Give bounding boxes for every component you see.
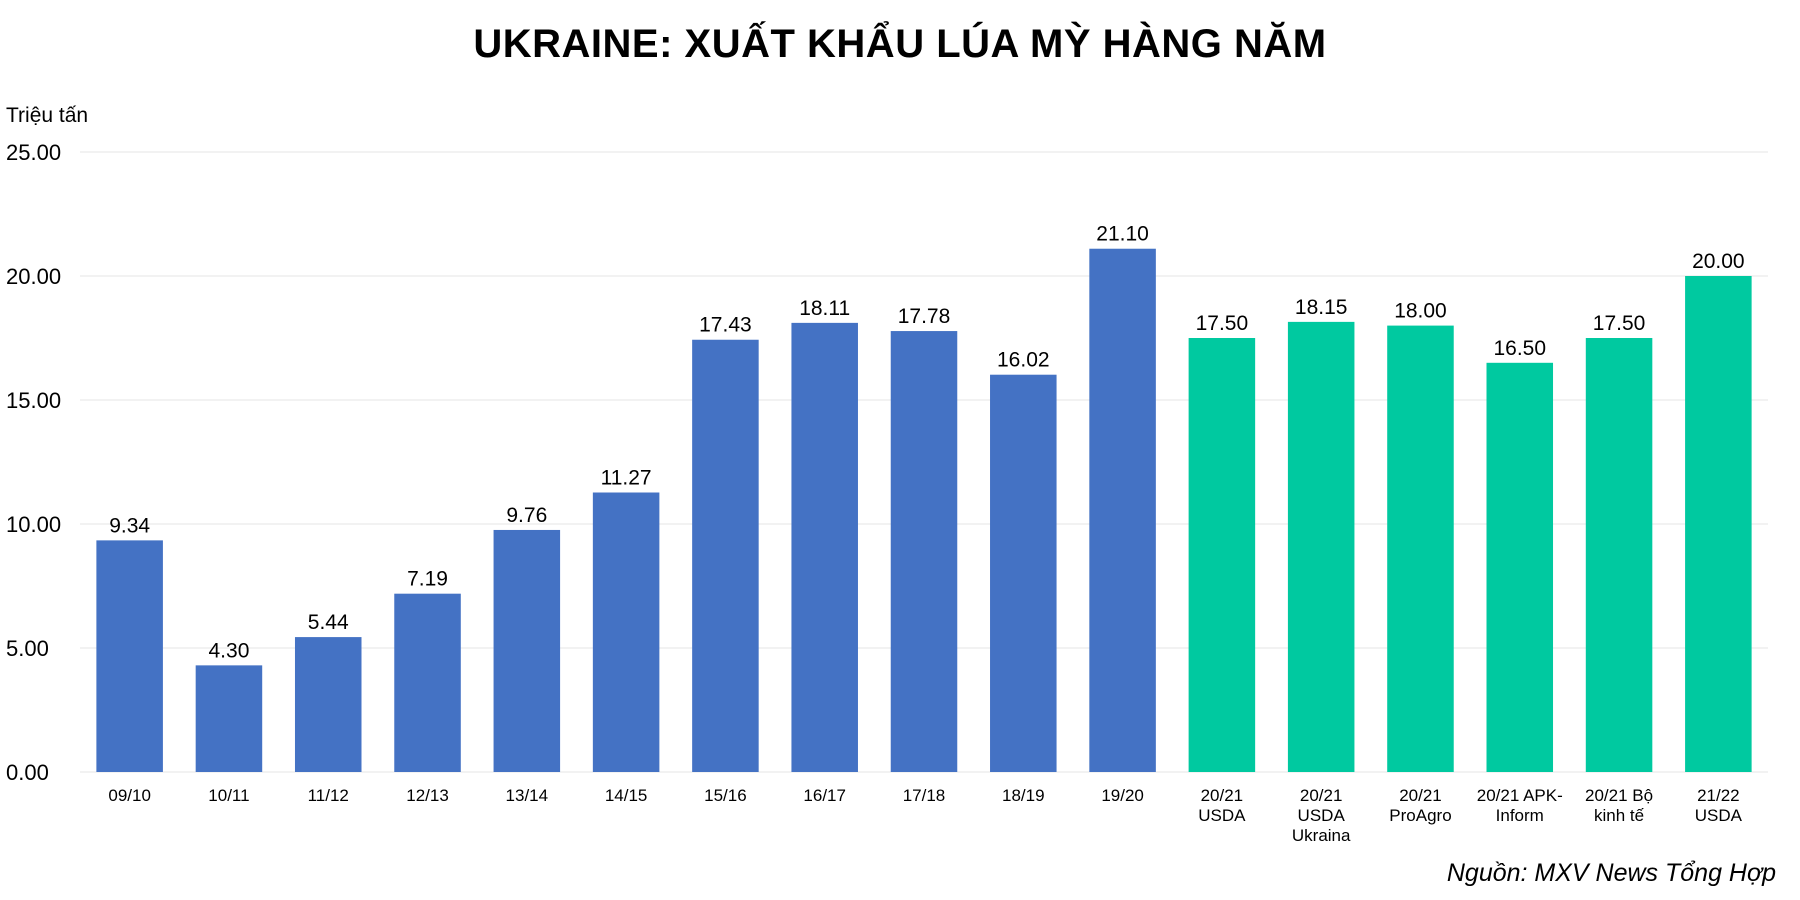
data-labels: 9.34 4.30 5.44 7.19 9.76 11.27 17.43 18.11 17.78…	[109, 223, 1744, 663]
data-label: 17.50	[1593, 312, 1646, 335]
data-label: 17.43	[699, 314, 752, 337]
bar	[493, 529, 561, 772]
x-tick-label-line: 20/21 Bộ	[1585, 786, 1653, 805]
x-axis-categories: 09/10 10/11 11/12 12/13 13/14 14/15 15/16 16/17…	[108, 786, 1742, 845]
bar	[1685, 276, 1752, 772]
x-tick-label-line: 12/13	[406, 786, 449, 805]
x-tick-label: 18/19	[1002, 786, 1045, 805]
data-label: 17.50	[1196, 312, 1249, 335]
bar	[1287, 321, 1355, 772]
x-tick-label: 13/14	[506, 786, 549, 805]
bar	[592, 492, 660, 772]
bar	[394, 593, 461, 772]
x-tick-label-line: 16/17	[803, 786, 846, 805]
x-tick-label-line: 10/11	[208, 786, 249, 805]
chart-title: UKRAINE: XUẤT KHẨU LÚA MỲ HÀNG NĂM	[473, 22, 1327, 66]
x-tick-label-line: USDA	[1298, 806, 1346, 825]
y-axis-ticks: 0.00 5.00 10.00 15.00 20.00 25.00	[6, 140, 61, 785]
data-label: 16.50	[1493, 337, 1546, 360]
bar	[195, 665, 263, 772]
x-tick-label-line: 13/14	[506, 786, 549, 805]
x-tick-label-line: kinh tế	[1594, 806, 1645, 825]
x-tick-label-line: Inform	[1496, 806, 1544, 825]
y-axis-unit-label: Triệu tấn	[6, 104, 89, 127]
data-label: 9.76	[506, 504, 547, 527]
y-tick-label: 15.00	[6, 388, 61, 413]
x-tick-label: 16/17	[803, 786, 846, 805]
bar	[1387, 325, 1454, 772]
x-tick-label: 20/21 USDA	[1198, 786, 1246, 825]
y-tick-label: 10.00	[6, 512, 61, 537]
y-tick-label: 20.00	[6, 264, 61, 289]
x-tick-label: 14/15	[605, 786, 648, 805]
y-tick-label: 5.00	[6, 636, 49, 661]
x-tick-label-line: 21/22	[1697, 786, 1740, 805]
x-tick-label: 20/21 APK-Inform	[1477, 786, 1563, 825]
x-tick-label-line: 20/21	[1300, 786, 1343, 805]
data-label: 17.78	[898, 305, 951, 328]
bar	[990, 374, 1057, 772]
x-tick-label-line: 15/16	[704, 786, 747, 805]
x-tick-label: 20/21 USDA Ukraina	[1292, 786, 1351, 845]
data-label: 21.10	[1096, 223, 1149, 246]
data-label: 20.00	[1692, 250, 1745, 273]
y-tick-label: 25.00	[6, 140, 61, 165]
x-tick-label: 11/12	[308, 786, 349, 805]
x-tick-label-line: 18/19	[1002, 786, 1045, 805]
bar	[1089, 248, 1156, 773]
x-tick-label: 09/10	[108, 786, 151, 805]
x-tick-label: 20/21 Bộ kinh tế	[1585, 786, 1653, 825]
x-tick-label: 12/13	[406, 786, 449, 805]
x-tick-label: 10/11	[208, 786, 249, 805]
x-tick-label-line: 14/15	[605, 786, 648, 805]
x-tick-label-line: Ukraina	[1292, 826, 1351, 845]
x-tick-label: 17/18	[903, 786, 946, 805]
x-tick-label: 21/22 USDA	[1695, 786, 1743, 825]
data-label: 5.44	[308, 611, 349, 634]
x-tick-label-line: 19/20	[1101, 786, 1144, 805]
data-label: 16.02	[997, 349, 1050, 372]
bar	[1188, 338, 1256, 772]
data-label: 7.19	[407, 568, 448, 591]
bar	[692, 339, 759, 772]
y-tick-label: 0.00	[6, 760, 49, 785]
x-tick-label-line: 11/12	[308, 786, 349, 805]
x-tick-label-line: 17/18	[903, 786, 946, 805]
bar	[96, 540, 163, 772]
bar	[791, 322, 858, 772]
data-label: 9.34	[109, 514, 150, 537]
source-note: Nguồn: MXV News Tổng Hợp	[1446, 859, 1776, 887]
bar	[1486, 362, 1554, 772]
x-tick-label-line: 20/21 APK-	[1477, 786, 1563, 805]
x-tick-label-line: 09/10	[108, 786, 151, 805]
x-tick-label: 15/16	[704, 786, 747, 805]
x-tick-label-line: USDA	[1695, 806, 1743, 825]
data-label: 11.27	[601, 467, 652, 490]
x-tick-label: 20/21 ProAgro	[1389, 786, 1451, 825]
x-tick-label-line: USDA	[1198, 806, 1246, 825]
data-label: 4.30	[209, 639, 250, 662]
data-label: 18.00	[1394, 300, 1447, 323]
data-label: 18.15	[1295, 296, 1348, 319]
x-tick-label-line: 20/21	[1201, 786, 1244, 805]
data-label: 18.11	[799, 297, 850, 320]
bars	[96, 248, 1752, 773]
x-tick-label-line: 20/21	[1399, 786, 1442, 805]
bar	[1585, 338, 1653, 772]
x-tick-label: 19/20	[1101, 786, 1144, 805]
bar	[890, 331, 958, 772]
bar	[294, 637, 362, 772]
x-tick-label-line: ProAgro	[1389, 806, 1451, 825]
